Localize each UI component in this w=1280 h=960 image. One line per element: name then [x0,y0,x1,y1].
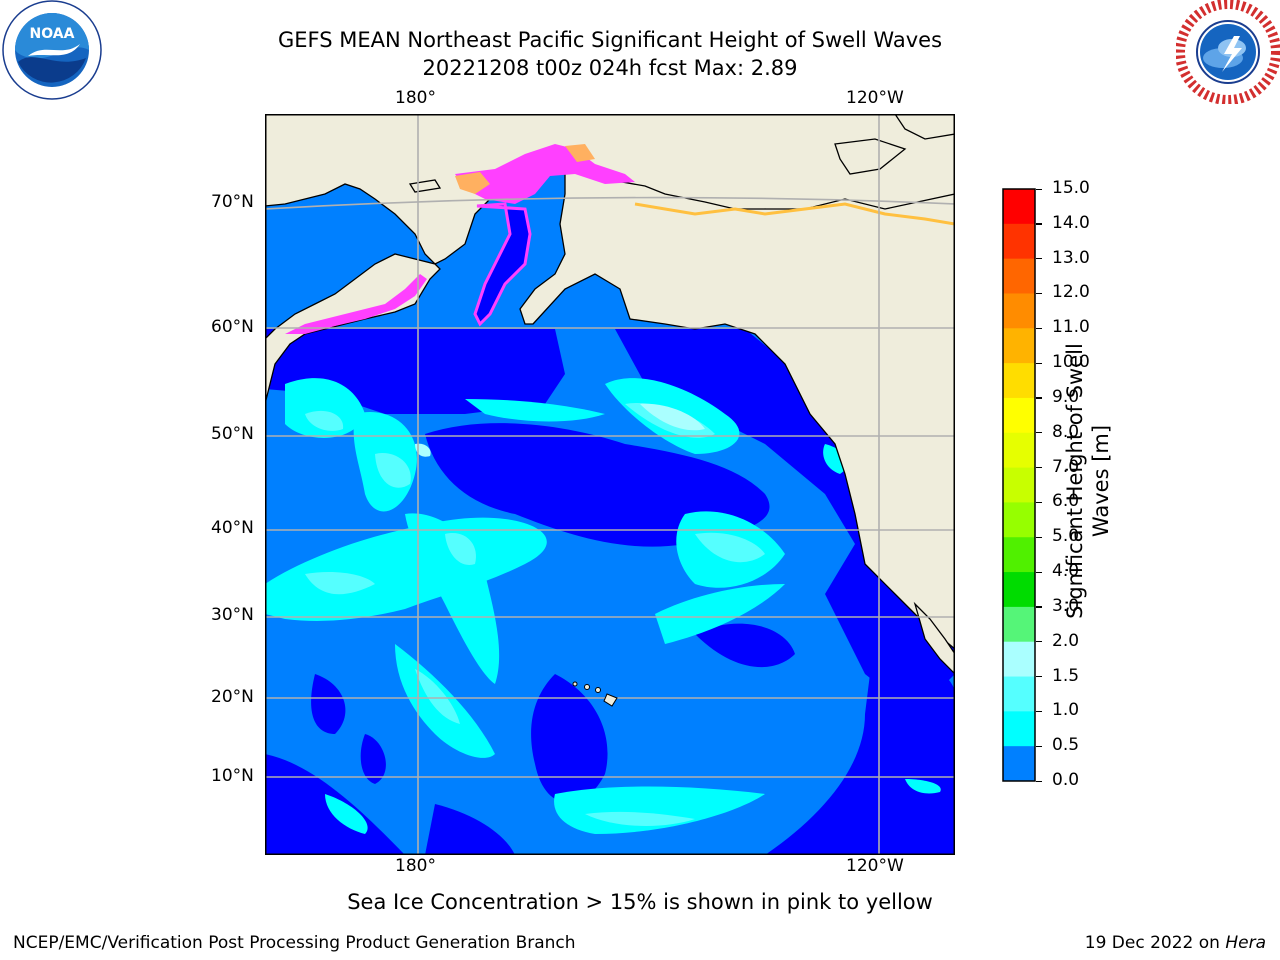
colorbar [1002,188,1036,782]
colorbar-tick-mark [1036,641,1042,643]
colorbar-tick-label: 15.0 [1052,178,1090,198]
footer-left: NCEP/EMC/Verification Post Processing Pr… [13,933,576,953]
colorbar-tick-mark [1036,745,1042,747]
colorbar-label: Significant Height of Swell Waves [m] [1062,331,1114,631]
colorbar-band [1003,606,1035,643]
colorbar-band [1003,189,1035,225]
colorbar-tick-mark [1036,362,1042,364]
colorbar-tick-mark [1036,258,1042,260]
colorbar-label-line2: Waves [m] [1089,424,1113,538]
colorbar-frame [1002,188,1036,782]
chart-title: GEFS MEAN Northeast Pacific Significant … [277,28,943,52]
colorbar-tick-mark [1036,292,1042,295]
sea-ice-caption: Sea Ice Concentration > 15% is shown in … [347,890,933,914]
colorbar-tick-label: 1.5 [1052,665,1080,686]
colorbar-tick-label: 14.0 [1052,212,1090,233]
nws-logo-icon [1175,0,1280,105]
lon-label-bottom-180: 180° [395,856,436,876]
colorbar-tick-mark [1036,327,1042,329]
colorbar-tick-mark [1036,432,1042,434]
colorbar-band [1003,293,1035,329]
swell-peak-regions [415,403,705,457]
colorbar-tick-label: 0.5 [1052,735,1080,756]
colorbar-band [1003,711,1035,747]
map-panel [265,114,955,855]
colorbar-tick-mark [1036,571,1042,573]
lat-label-60n: 60°N [211,317,254,337]
colorbar-band [1003,502,1035,538]
map-frame [265,114,955,855]
colorbar-band [1003,467,1035,503]
lat-label-50n: 50°N [211,424,254,444]
colorbar-band [1003,328,1035,364]
colorbar-band [1003,676,1035,712]
lon-label-bottom-120w: 120°W [846,856,904,876]
colorbar-band [1003,537,1035,573]
colorbar-tick-label: 2.0 [1052,630,1080,651]
lon-label-top-180: 180° [395,88,436,108]
lon-label-top-120w: 120°W [846,88,904,108]
colorbar-tick-mark [1036,397,1042,399]
colorbar-tick-mark [1036,223,1042,225]
colorbar-tick-label: 6.0 [1052,491,1080,512]
land-masses [266,115,954,674]
colorbar-tick-label: 11.0 [1052,317,1090,338]
colorbar-tick-label: 8.0 [1052,421,1080,442]
lat-label-70n: 70°N [211,192,254,212]
colorbar-band [1003,572,1035,608]
colorbar-tick-mark [1036,467,1042,469]
noaa-logo-text: NOAA [30,26,75,42]
lat-label-20n: 20°N [211,687,254,707]
colorbar-tick-label: 1.0 [1052,700,1080,721]
colorbar-tick-label: 12.0 [1052,282,1090,303]
colorbar-tick-mark [1036,780,1042,782]
colorbar-tick-label: 10.0 [1052,352,1090,373]
hawaii-islands [572,681,618,707]
colorbar-tick-mark [1036,606,1042,608]
colorbar-band [1003,363,1035,399]
noaa-logo-icon: NOAA [0,0,104,104]
colorbar-band [1003,432,1035,469]
graticule [266,115,954,854]
colorbar-tick-mark [1036,676,1042,678]
footer-date: 19 Dec 2022 on [1084,933,1226,953]
colorbar-tick-label: 4.0 [1052,561,1080,582]
colorbar-tick-label: 13.0 [1052,247,1090,268]
colorbar-band [1003,746,1035,782]
footer-machine: Hera [1225,933,1266,953]
lat-label-40n: 40°N [211,518,254,538]
chart-subtitle: 20221208 t00z 024h fcst Max: 2.89 [422,56,798,80]
colorbar-tick-mark [1036,501,1042,504]
colorbar-band [1003,641,1035,678]
colorbar-label-line1: Significant Height of Swell [1063,343,1087,619]
colorbar-tick-label: 3.0 [1052,595,1080,616]
footer-right: 19 Dec 2022 on Hera [1085,933,1266,953]
colorbar-tick-mark [1036,710,1042,713]
colorbar-tick-label: 7.0 [1052,456,1080,477]
colorbar-tick-mark [1036,188,1042,190]
colorbar-band [1003,223,1035,260]
colorbar-tick-label: 5.0 [1052,526,1080,547]
lat-label-10n: 10°N [211,766,254,786]
colorbar-tick-label: 9.0 [1052,386,1080,407]
colorbar-tick-mark [1036,536,1042,538]
colorbar-band [1003,258,1035,294]
colorbar-band [1003,397,1035,434]
lat-label-30n: 30°N [211,605,254,625]
colorbar-tick-label: 0.0 [1052,770,1080,790]
